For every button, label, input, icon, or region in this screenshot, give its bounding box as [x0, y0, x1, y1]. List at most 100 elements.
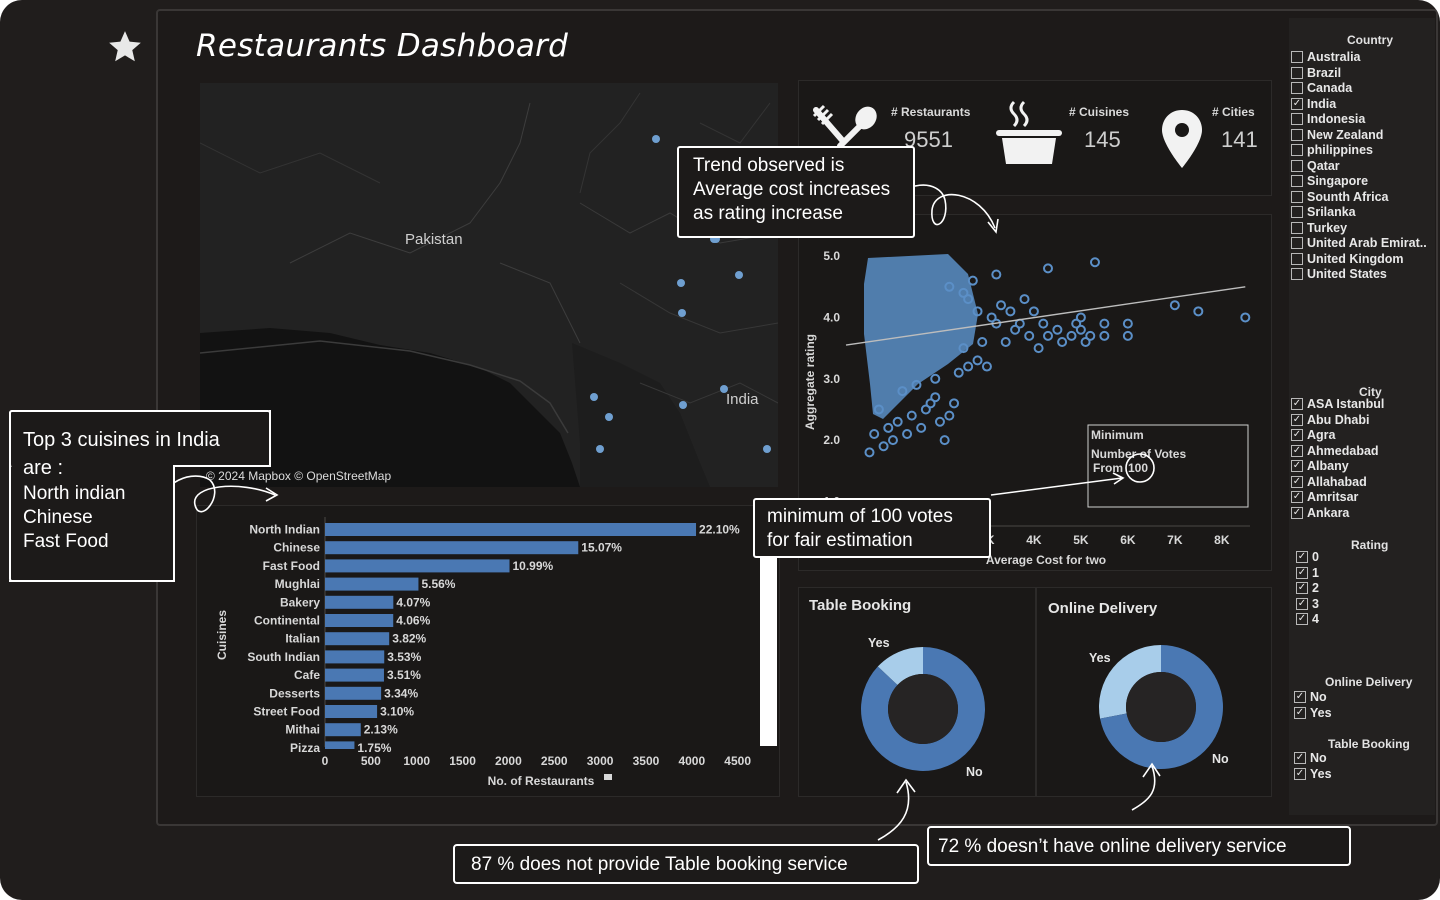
- filter-option-table-booking[interactable]: ✓ No: [1294, 751, 1327, 765]
- scatter-point[interactable]: [1075, 324, 1086, 335]
- filter-option-rating[interactable]: ✓ 1: [1296, 566, 1319, 580]
- map-point[interactable]: [677, 279, 685, 287]
- scatter-point[interactable]: [1085, 330, 1096, 341]
- filter-option-table-booking[interactable]: ✓ Yes: [1294, 767, 1332, 781]
- checkbox[interactable]: [1291, 252, 1303, 265]
- bar[interactable]: [325, 632, 390, 646]
- checkbox[interactable]: ✓: [1294, 691, 1306, 703]
- checkbox[interactable]: [1291, 175, 1303, 187]
- bar[interactable]: [325, 523, 697, 536]
- map-point[interactable]: [735, 271, 743, 279]
- filter-option-country[interactable]: Sounth Africa: [1291, 190, 1388, 204]
- checkbox[interactable]: [1291, 159, 1303, 172]
- checkbox[interactable]: [1291, 268, 1303, 280]
- scatter-point[interactable]: [1099, 318, 1110, 329]
- map-point[interactable]: [605, 413, 613, 421]
- scatter-point[interactable]: [1000, 337, 1011, 347]
- filter-option-city[interactable]: ✓ Abu Dhabi: [1291, 413, 1370, 427]
- donut-slice-no[interactable]: [861, 647, 985, 771]
- scatter-point[interactable]: [930, 373, 941, 384]
- filter-option-city[interactable]: ✓ ASA Istanbul: [1291, 397, 1384, 411]
- scatter-point[interactable]: [1089, 257, 1100, 268]
- scatter-point[interactable]: [1066, 330, 1077, 341]
- checkbox[interactable]: [1291, 51, 1303, 63]
- filter-option-country[interactable]: Australia: [1291, 50, 1361, 64]
- checkbox[interactable]: ✓: [1291, 444, 1303, 457]
- checkbox[interactable]: [1291, 237, 1303, 249]
- filter-option-country[interactable]: Brazil: [1291, 66, 1341, 80]
- scatter-point[interactable]: [1075, 312, 1086, 323]
- filter-option-country[interactable]: New Zealand: [1291, 128, 1383, 142]
- checkbox[interactable]: [1291, 113, 1303, 125]
- checkbox[interactable]: [1291, 82, 1303, 94]
- map-point[interactable]: [652, 135, 660, 143]
- checkbox[interactable]: [1291, 221, 1303, 234]
- map-point[interactable]: [720, 385, 728, 393]
- scatter-point[interactable]: [902, 429, 913, 439]
- filter-option-city[interactable]: ✓ Allahabad: [1291, 475, 1367, 489]
- filter-option-country[interactable]: Turkey: [1291, 221, 1347, 235]
- scatter-point[interactable]: [1043, 330, 1053, 341]
- scatter-point[interactable]: [953, 367, 964, 378]
- filter-option-country[interactable]: Srilanka: [1291, 205, 1356, 219]
- scatter-point[interactable]: [1193, 306, 1204, 317]
- filter-option-rating[interactable]: ✓ 0: [1296, 550, 1319, 564]
- scatter-point[interactable]: [944, 410, 955, 421]
- scatter-point[interactable]: [887, 435, 898, 446]
- scatter-point[interactable]: [944, 281, 955, 292]
- filter-option-city[interactable]: ✓ Albany: [1291, 459, 1349, 473]
- scatter-point[interactable]: [1071, 318, 1082, 329]
- scatter-point[interactable]: [949, 398, 960, 409]
- scatter-point[interactable]: [873, 404, 884, 415]
- scatter-point[interactable]: [986, 312, 997, 323]
- map-point[interactable]: [678, 309, 686, 317]
- bar[interactable]: [325, 650, 385, 664]
- checkbox[interactable]: [1291, 128, 1303, 141]
- scatter-point[interactable]: [1028, 306, 1039, 317]
- filter-option-city[interactable]: ✓ Agra: [1291, 428, 1335, 442]
- filter-option-country[interactable]: ✓ India: [1291, 97, 1336, 111]
- scatter-point[interactable]: [883, 422, 894, 433]
- filter-option-rating[interactable]: ✓ 4: [1296, 612, 1319, 626]
- scatter-point[interactable]: [1010, 324, 1021, 335]
- checkbox[interactable]: ✓: [1291, 491, 1303, 503]
- checkbox[interactable]: ✓: [1291, 429, 1303, 441]
- bar[interactable]: [325, 541, 579, 555]
- scatter-point[interactable]: [967, 275, 978, 286]
- scatter-point[interactable]: [977, 337, 988, 347]
- filter-option-city[interactable]: ✓ Ankara: [1291, 506, 1349, 520]
- checkbox[interactable]: ✓: [1291, 506, 1303, 519]
- scatter-point[interactable]: [958, 287, 969, 298]
- donut-slice-yes[interactable]: [1099, 645, 1161, 719]
- scatter-point[interactable]: [1005, 306, 1016, 317]
- checkbox[interactable]: ✓: [1296, 566, 1308, 579]
- checkbox[interactable]: ✓: [1296, 613, 1308, 625]
- scatter-point[interactable]: [925, 398, 936, 409]
- checkbox[interactable]: [1291, 206, 1303, 218]
- map-point[interactable]: [679, 401, 687, 409]
- scatter-point[interactable]: [1024, 330, 1035, 341]
- filter-option-city[interactable]: ✓ Amritsar: [1291, 490, 1358, 504]
- scatter-point[interactable]: [991, 269, 1002, 280]
- scatter-point[interactable]: [1240, 312, 1251, 323]
- filter-option-country[interactable]: philippines: [1291, 143, 1373, 157]
- filter-option-online-delivery[interactable]: ✓ Yes: [1294, 706, 1332, 720]
- scatter-point[interactable]: [1019, 294, 1030, 305]
- scatter-point[interactable]: [981, 361, 992, 372]
- scatter-point[interactable]: [864, 447, 875, 458]
- filter-option-country[interactable]: Canada: [1291, 81, 1352, 95]
- filter-option-rating[interactable]: ✓ 3: [1296, 597, 1319, 611]
- bar[interactable]: [325, 668, 384, 682]
- checkbox[interactable]: [1291, 190, 1303, 203]
- bar[interactable]: [325, 595, 394, 609]
- scatter-point[interactable]: [911, 379, 922, 390]
- table-booking-donut[interactable]: [858, 644, 988, 774]
- scatter-point[interactable]: [1043, 263, 1053, 274]
- filter-option-city[interactable]: ✓ Ahmedabad: [1291, 444, 1379, 458]
- map-view[interactable]: Pakistan India: [200, 83, 778, 487]
- checkbox[interactable]: ✓: [1291, 413, 1303, 426]
- filter-option-country[interactable]: Singapore: [1291, 174, 1368, 188]
- scatter-point[interactable]: [878, 441, 889, 452]
- scatter-point[interactable]: [1099, 330, 1110, 341]
- scatter-point[interactable]: [892, 416, 903, 427]
